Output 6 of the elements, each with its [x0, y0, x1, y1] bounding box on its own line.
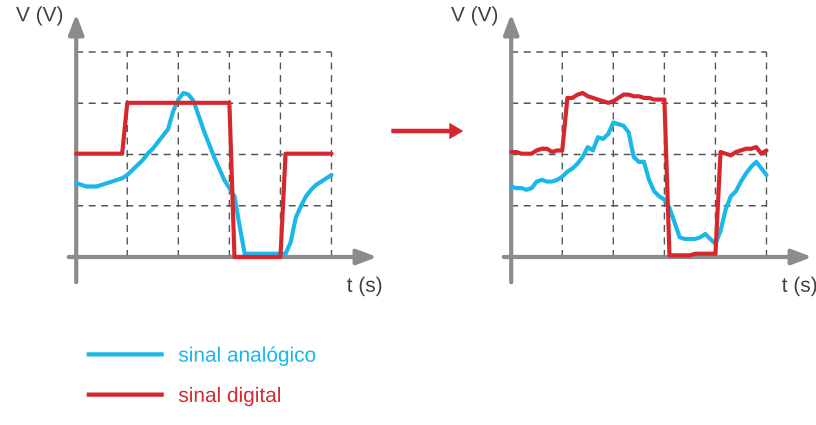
legend-label: sinal analógico: [178, 346, 316, 366]
y-axis-title: V (V): [451, 6, 498, 26]
x-axis-title: t (s): [347, 276, 382, 296]
y-axis-title: V (V): [16, 6, 62, 26]
x-axis-title: t (s): [782, 276, 816, 296]
legend-label: sinal digital: [178, 386, 280, 406]
